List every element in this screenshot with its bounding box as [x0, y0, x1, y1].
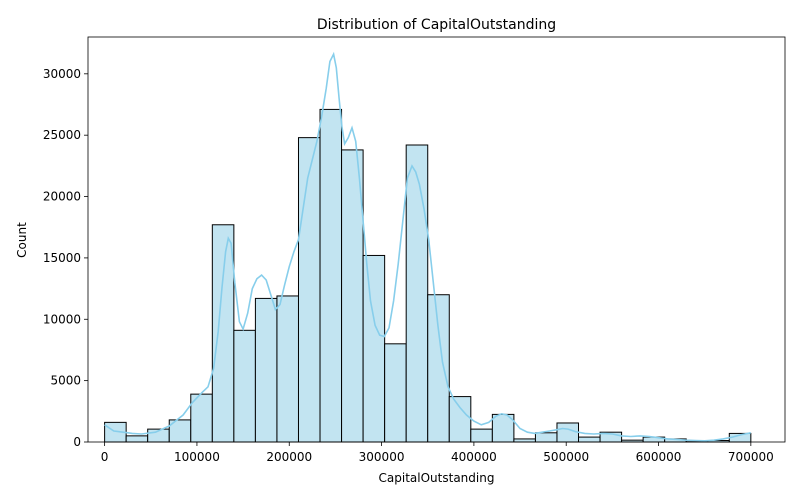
histogram-bar [319, 108, 343, 443]
histogram-bar [233, 329, 256, 443]
histogram-bar [578, 436, 601, 443]
histogram-bar [513, 438, 536, 443]
chart-title: Distribution of CapitalOutstanding [317, 17, 556, 33]
x-tick-label: 300000 [359, 450, 405, 464]
x-tick-label: 0 [101, 450, 109, 464]
histogram-bars [104, 108, 752, 443]
plot-frame [87, 36, 786, 443]
y-tick-label: 30000 [43, 67, 81, 81]
histogram-bar [341, 149, 364, 443]
histogram-bar [448, 396, 472, 443]
histogram-bar [125, 435, 149, 443]
x-tick-label: 100000 [174, 450, 220, 464]
histogram-bar [470, 428, 493, 443]
y-axis-ticks: 0 5000 10000 15000 20000 25000 30000 [43, 67, 88, 449]
x-axis-ticks: 0 100000 200000 300000 400000 500000 600000 700… [101, 442, 774, 464]
histogram-bar [534, 432, 558, 443]
x-axis-title: CapitalOutstanding [379, 471, 495, 485]
x-tick-label: 700000 [728, 450, 774, 464]
x-tick-label: 600000 [636, 450, 682, 464]
histogram-bar [556, 422, 580, 443]
y-tick-label: 0 [73, 435, 81, 449]
histogram-bar [405, 144, 429, 443]
y-tick-label: 10000 [43, 312, 81, 326]
kde-curve [104, 51, 751, 442]
histogram-bar [384, 343, 407, 443]
histogram-bar [276, 295, 299, 443]
histogram-bar [427, 294, 450, 443]
y-tick-label: 25000 [43, 128, 81, 142]
y-tick-label: 20000 [43, 190, 81, 204]
y-tick-label: 5000 [50, 374, 81, 388]
x-tick-label: 200000 [266, 450, 312, 464]
histogram-bar [297, 137, 321, 443]
x-tick-label: 500000 [543, 450, 589, 464]
x-tick-label: 400000 [451, 450, 497, 464]
y-axis-title: Count [15, 222, 29, 258]
y-tick-label: 15000 [43, 251, 81, 265]
histogram-bar [362, 254, 386, 443]
histogram-bar [211, 224, 235, 443]
histogram-bar [254, 297, 278, 443]
